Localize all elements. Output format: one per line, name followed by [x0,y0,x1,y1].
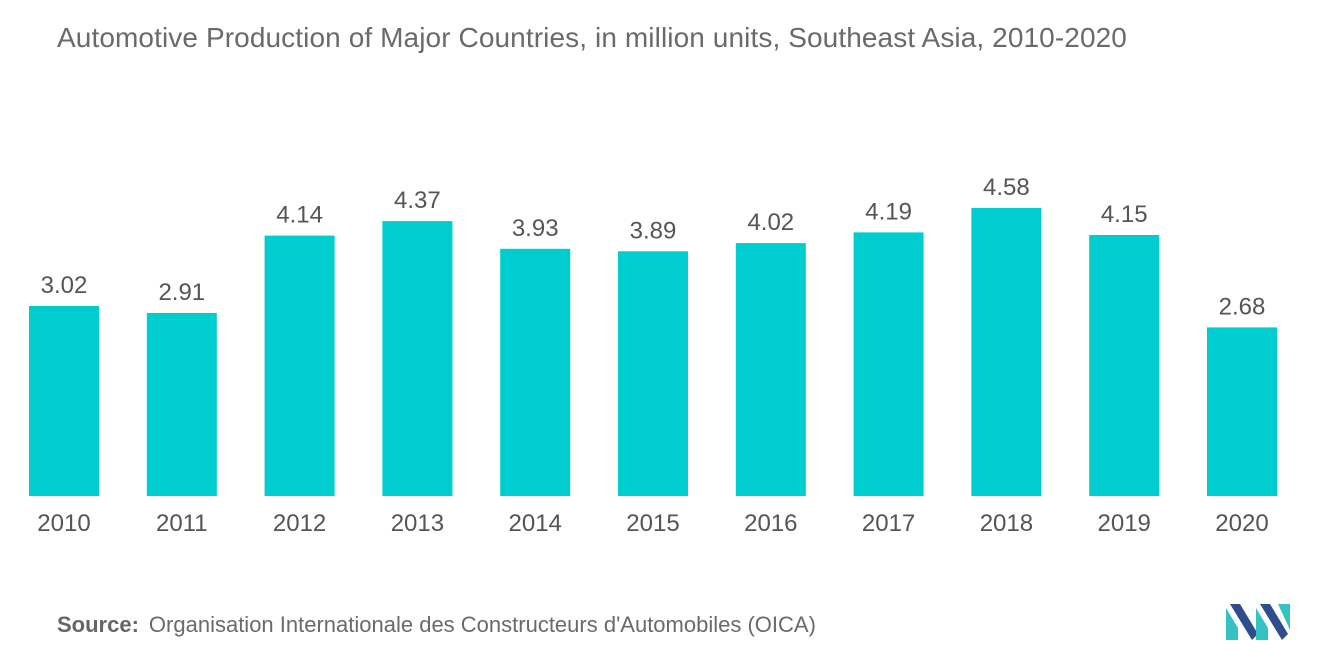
bar-2013 [382,221,453,496]
value-label-2015: 3.89 [630,217,677,244]
source-label: Source: [57,612,139,637]
bar-2014 [500,248,571,496]
x-tick-label-2019: 2019 [1098,510,1151,537]
value-label-2010: 3.02 [41,272,88,299]
source-text: Organisation Internationale des Construc… [148,612,816,637]
bar-2012 [264,235,335,496]
x-tick-label-2013: 2013 [391,510,444,537]
x-tick-label-2015: 2015 [626,510,679,537]
x-tick-label-2012: 2012 [273,510,326,537]
value-label-2014: 3.93 [512,215,559,242]
bar-chart: 3.02 2.91 4.14 4.37 3.93 3.89 4.02 4.19 4.58 4.15… [29,174,1277,537]
bar-2020 [1207,327,1277,496]
x-tick-label-2011: 2011 [156,510,208,537]
x-tick-label-2014: 2014 [509,510,562,537]
x-tick-label-2018: 2018 [980,510,1033,537]
bar-2018 [971,207,1042,496]
value-label-2017: 4.19 [865,198,912,225]
bar-2016 [735,243,806,496]
value-label-2018: 4.58 [983,174,1030,201]
value-label-2020: 2.68 [1219,293,1266,320]
bar-2019 [1089,235,1160,496]
value-label-2012: 4.14 [276,202,323,229]
x-tick-label-2020: 2020 [1215,510,1268,537]
bar-2010 [29,306,99,496]
value-labels-group: 3.02 2.91 4.14 4.37 3.93 3.89 4.02 4.19 4.58 4.15… [41,174,1266,321]
company-logo-icon [1226,604,1290,640]
x-tick-labels-group: 2010 2011 2012 2013 2014 2015 2016 2017 2018 2019… [37,510,1268,537]
value-label-2019: 4.15 [1101,201,1148,228]
source-footer: Source: Organisation Internationale des C… [57,612,816,638]
x-tick-label-2016: 2016 [744,510,797,537]
bars-group [29,207,1277,496]
bar-2015 [618,251,688,496]
value-label-2013: 4.37 [394,187,441,214]
bar-2017 [853,232,924,496]
x-tick-label-2017: 2017 [862,510,915,537]
bar-2011 [146,313,217,496]
chart-title: Automotive Production of Major Countries… [57,22,1127,53]
value-label-2016: 4.02 [747,209,794,236]
x-tick-label-2010: 2010 [37,510,90,537]
value-label-2011: 2.91 [158,279,205,306]
